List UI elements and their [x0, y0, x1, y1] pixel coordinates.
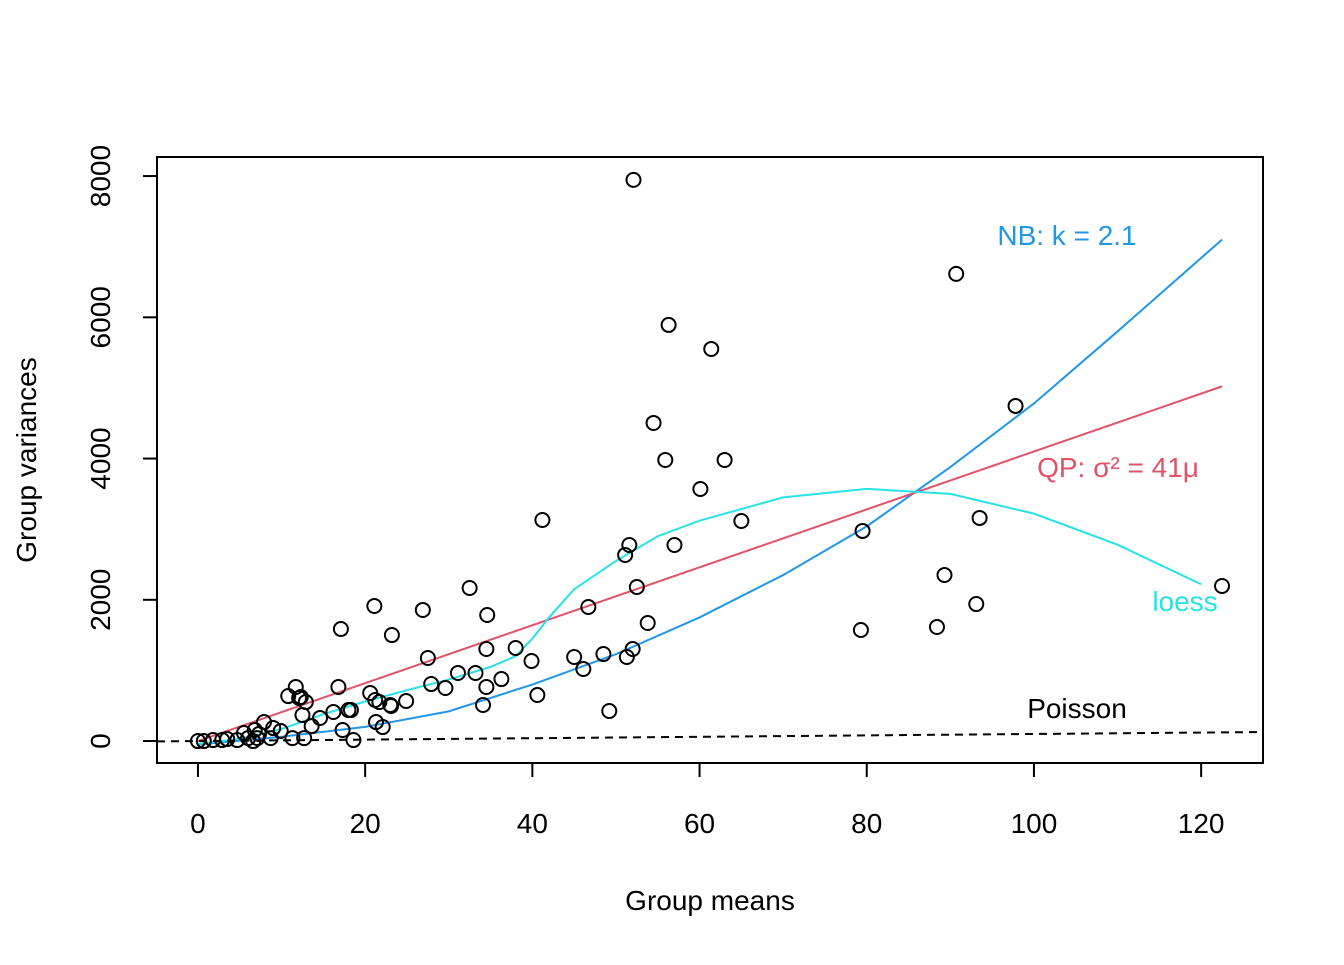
point [330, 679, 347, 696]
point [733, 512, 750, 529]
point [507, 640, 524, 657]
curve-label: Poisson [1027, 693, 1127, 724]
point [262, 730, 279, 747]
y-tick-label: 8000 [85, 145, 116, 207]
point [312, 710, 329, 727]
point [618, 648, 635, 665]
point [852, 622, 869, 639]
point [478, 679, 495, 696]
point [325, 704, 342, 721]
point [205, 732, 222, 749]
x-tick-label: 40 [517, 808, 548, 839]
x-axis-label: Group means [625, 885, 795, 916]
point [968, 596, 985, 613]
point [214, 732, 231, 749]
point [660, 316, 677, 333]
x-tick-label: 60 [684, 808, 715, 839]
point [580, 598, 597, 615]
point [449, 665, 466, 682]
point [294, 707, 311, 724]
point [703, 340, 720, 357]
point [948, 265, 965, 282]
point [398, 692, 415, 709]
x-tick-label: 80 [851, 808, 882, 839]
point [280, 688, 297, 705]
curve [197, 487, 1202, 745]
point [639, 615, 656, 632]
point [617, 546, 634, 563]
point [345, 732, 362, 749]
point [229, 732, 246, 749]
point [1214, 578, 1231, 595]
point [621, 536, 638, 553]
point [383, 627, 400, 644]
point [195, 733, 212, 750]
point [467, 665, 484, 682]
point [414, 601, 431, 618]
curve [197, 238, 1223, 746]
point [478, 641, 495, 658]
point [645, 414, 662, 431]
point [189, 733, 206, 750]
point [383, 698, 400, 715]
y-tick-label: 6000 [85, 286, 116, 348]
x-tick-label: 120 [1178, 808, 1225, 839]
point [601, 703, 618, 720]
point [666, 536, 683, 553]
curve-label: loess [1152, 586, 1217, 617]
point [534, 511, 551, 528]
point [296, 730, 313, 747]
point [303, 718, 320, 735]
y-tick-label: 0 [85, 733, 116, 749]
point [595, 646, 612, 663]
point [366, 598, 383, 615]
point [423, 676, 440, 693]
curve [156, 731, 1264, 743]
point [437, 680, 454, 697]
point [566, 648, 583, 665]
curve [197, 385, 1223, 742]
point [575, 661, 592, 678]
point [1007, 397, 1024, 414]
point [716, 451, 733, 468]
point [475, 697, 492, 714]
point [936, 567, 953, 584]
curve-label: NB: k = 2.1 [997, 220, 1136, 251]
point [493, 671, 510, 688]
point [461, 580, 478, 597]
point [624, 641, 641, 658]
point [284, 730, 301, 747]
point [334, 722, 351, 739]
point [657, 451, 674, 468]
point [240, 730, 257, 747]
point [419, 649, 436, 666]
x-tick-label: 0 [190, 808, 206, 839]
point [971, 509, 988, 526]
point [628, 579, 645, 596]
point [374, 719, 391, 736]
point [854, 522, 871, 539]
curve-label: QP: σ² = 41μ [1037, 452, 1199, 483]
point [479, 606, 496, 623]
point [928, 618, 945, 635]
point [529, 686, 546, 703]
point [625, 171, 642, 188]
point [523, 653, 540, 670]
point [332, 621, 349, 638]
y-tick-label: 2000 [85, 569, 116, 631]
x-tick-label: 100 [1011, 808, 1058, 839]
point [692, 480, 709, 497]
x-tick-label: 20 [350, 808, 381, 839]
y-tick-label: 4000 [85, 427, 116, 489]
point [342, 702, 359, 719]
point [292, 689, 309, 706]
y-axis-label: Group variances [11, 357, 42, 562]
